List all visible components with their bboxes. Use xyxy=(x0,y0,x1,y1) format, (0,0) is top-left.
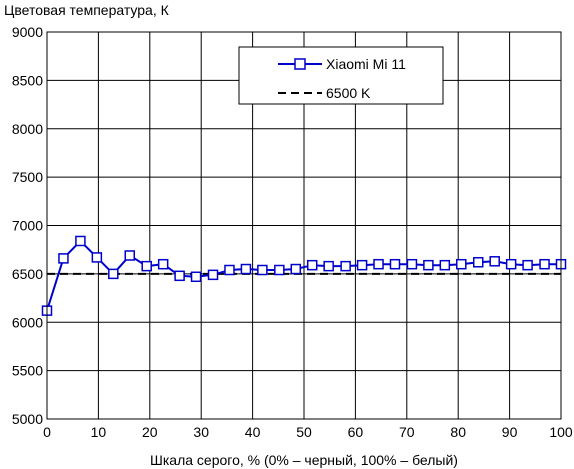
data-point xyxy=(373,258,384,270)
data-point xyxy=(75,235,86,247)
x-tick-label: 50 xyxy=(296,424,312,440)
data-point xyxy=(423,259,434,271)
data-point xyxy=(141,260,152,272)
x-tick-label: 100 xyxy=(549,424,573,440)
x-tick-label: 20 xyxy=(142,424,158,440)
data-point xyxy=(489,256,500,267)
x-tick-label: 0 xyxy=(43,424,51,440)
y-tick-label: 9000 xyxy=(12,24,43,40)
x-tick-label: 90 xyxy=(502,424,518,440)
data-point xyxy=(124,250,136,261)
data-point xyxy=(406,258,418,270)
plot-frame xyxy=(46,31,562,420)
data-point xyxy=(91,252,103,263)
data-point xyxy=(207,269,219,281)
x-tick-labels: 0 10 20 30 40 50 60 70 80 90 100 xyxy=(43,424,573,440)
data-point xyxy=(539,258,550,270)
data-point xyxy=(108,268,119,280)
data-point xyxy=(522,259,533,271)
x-tick-label: 30 xyxy=(193,424,209,440)
legend: Xiaomi Mi 11 6500 K xyxy=(238,46,444,105)
data-point xyxy=(306,259,318,271)
data-point xyxy=(290,263,302,275)
data-point xyxy=(157,258,169,270)
x-tick-label: 60 xyxy=(348,424,364,440)
y-tick-label: 5000 xyxy=(12,411,43,427)
y-tick-label: 7500 xyxy=(12,169,43,185)
x-tick-label: 80 xyxy=(450,424,466,440)
x-tick-label: 70 xyxy=(399,424,415,440)
legend-marker-xiaomi xyxy=(294,58,306,70)
y-tick-labels: 5000 5500 6000 6500 7000 7500 8000 8500 9000 xyxy=(12,24,43,427)
y-axis-title: Цветовая температура, К xyxy=(4,2,170,18)
data-point xyxy=(323,260,334,272)
data-point xyxy=(472,257,484,268)
data-point xyxy=(389,258,401,270)
y-tick-label: 8500 xyxy=(12,72,43,88)
data-point xyxy=(505,258,517,270)
data-point xyxy=(340,260,351,272)
x-tick-label: 10 xyxy=(91,424,107,440)
x-tick-label: 40 xyxy=(245,424,261,440)
data-point xyxy=(439,259,451,271)
data-point xyxy=(58,253,69,264)
data-point xyxy=(257,264,268,276)
data-point xyxy=(190,271,202,283)
x-axis-title: Шкала серого, % (0% – черный, 100% – бел… xyxy=(150,452,458,468)
data-point xyxy=(174,270,185,282)
data-point xyxy=(456,258,467,270)
y-tick-label: 8000 xyxy=(12,121,43,137)
y-tick-label: 5500 xyxy=(12,363,43,379)
data-point xyxy=(274,264,285,276)
legend-label-xiaomi: Xiaomi Mi 11 xyxy=(326,56,406,72)
data-point xyxy=(240,263,252,275)
y-tick-label: 6500 xyxy=(12,266,43,282)
legend-box xyxy=(238,46,444,105)
data-point xyxy=(356,259,368,271)
y-tick-label: 6000 xyxy=(12,314,43,330)
y-tick-label: 7000 xyxy=(12,218,43,234)
legend-label-6500k: 6500 K xyxy=(326,85,371,101)
data-point xyxy=(224,264,235,276)
